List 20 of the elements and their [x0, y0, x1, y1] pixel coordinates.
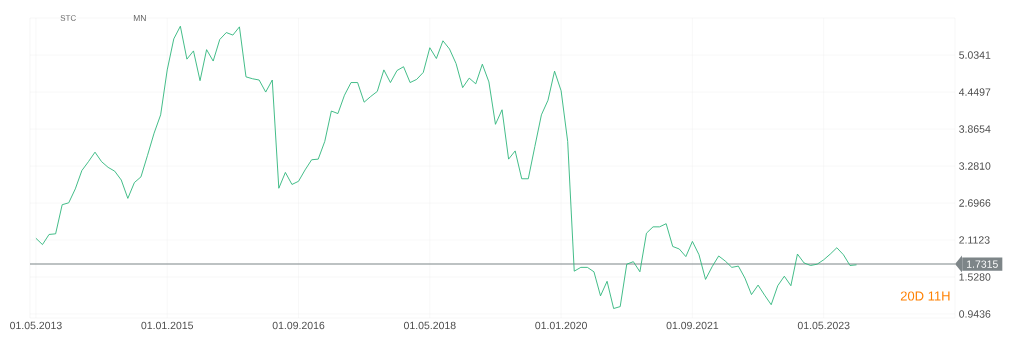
y-tick-label: 3.2810 — [959, 162, 991, 170]
y-tick-label: 1.5280 — [959, 273, 991, 281]
line-series — [35, 25, 857, 309]
y-tick-label: 2.6966 — [959, 199, 991, 207]
x-tick-label: 01.01.2020 — [535, 321, 587, 330]
y-tick-label: 2.1123 — [959, 236, 990, 244]
y-tick-label: 3.8654 — [959, 125, 991, 133]
x-tick-label: 01.01.2015 — [141, 321, 194, 330]
x-tick-label: 01.09.2021 — [666, 321, 719, 330]
annotation: MN — [133, 15, 146, 21]
x-tick-label: 01.05.2013 — [10, 321, 62, 330]
y-tick-label: 4.4497 — [958, 88, 991, 96]
x-tick-label: 01.05.2023 — [797, 321, 850, 330]
annotation: STC — [60, 15, 76, 21]
y-tick-label: 0.9436 — [959, 310, 991, 318]
y-tick-label: 5.0341 — [959, 51, 991, 59]
annotation: 20D 11H — [900, 291, 950, 301]
x-tick-label: 01.09.2016 — [272, 321, 325, 330]
ref-line-label: 1.7315 — [967, 260, 998, 268]
x-tick-label: 01.05.2018 — [403, 321, 456, 330]
